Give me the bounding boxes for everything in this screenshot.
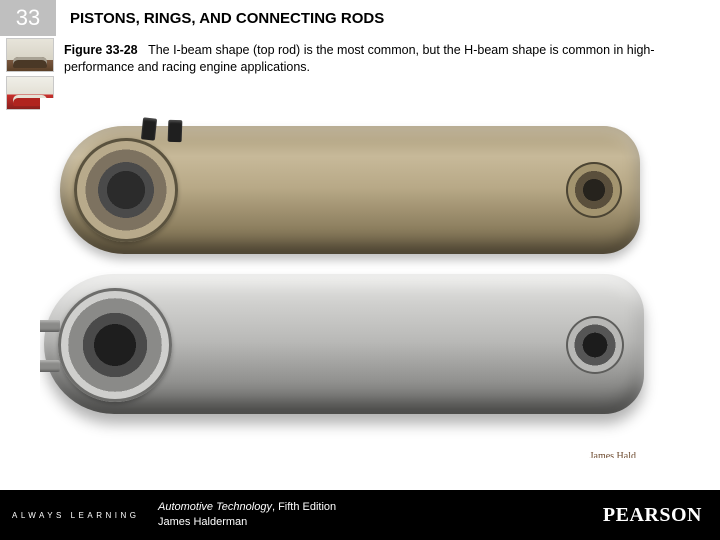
rod-bolt bbox=[40, 320, 60, 332]
rod-bolt bbox=[168, 120, 183, 142]
always-learning-tagline: ALWAYS LEARNING bbox=[0, 511, 150, 520]
i-beam-rod bbox=[60, 126, 640, 254]
slide-header: 33 PISTONS, RINGS, AND CONNECTING RODS bbox=[0, 0, 720, 36]
chapter-number-badge: 33 bbox=[0, 0, 56, 36]
book-credit: Automotive Technology, Fifth Edition Jam… bbox=[150, 500, 580, 530]
h-beam-rod bbox=[44, 274, 644, 414]
figure-label: Figure 33-28 bbox=[64, 43, 138, 57]
figure-caption: Figure 33-28 The I-beam shape (top rod) … bbox=[64, 42, 704, 76]
figure-caption-text: The I-beam shape (top rod) is the most c… bbox=[64, 43, 655, 74]
connecting-rods-photo: James Hald bbox=[40, 98, 680, 458]
chapter-title: PISTONS, RINGS, AND CONNECTING RODS bbox=[56, 0, 720, 36]
slide-root: 33 PISTONS, RINGS, AND CONNECTING RODS F… bbox=[0, 0, 720, 540]
book-title: Automotive Technology bbox=[158, 501, 272, 513]
rod-bolt bbox=[141, 117, 157, 140]
rod-bolt bbox=[40, 360, 60, 372]
book-author: James Halderman bbox=[158, 516, 247, 528]
thumbnail-car-1 bbox=[6, 38, 54, 72]
photo-credit-mini: James Hald bbox=[590, 451, 636, 458]
publisher-logo: PEARSON bbox=[580, 504, 720, 527]
book-edition: , Fifth Edition bbox=[272, 501, 336, 513]
slide-footer: ALWAYS LEARNING Automotive Technology, F… bbox=[0, 490, 720, 540]
